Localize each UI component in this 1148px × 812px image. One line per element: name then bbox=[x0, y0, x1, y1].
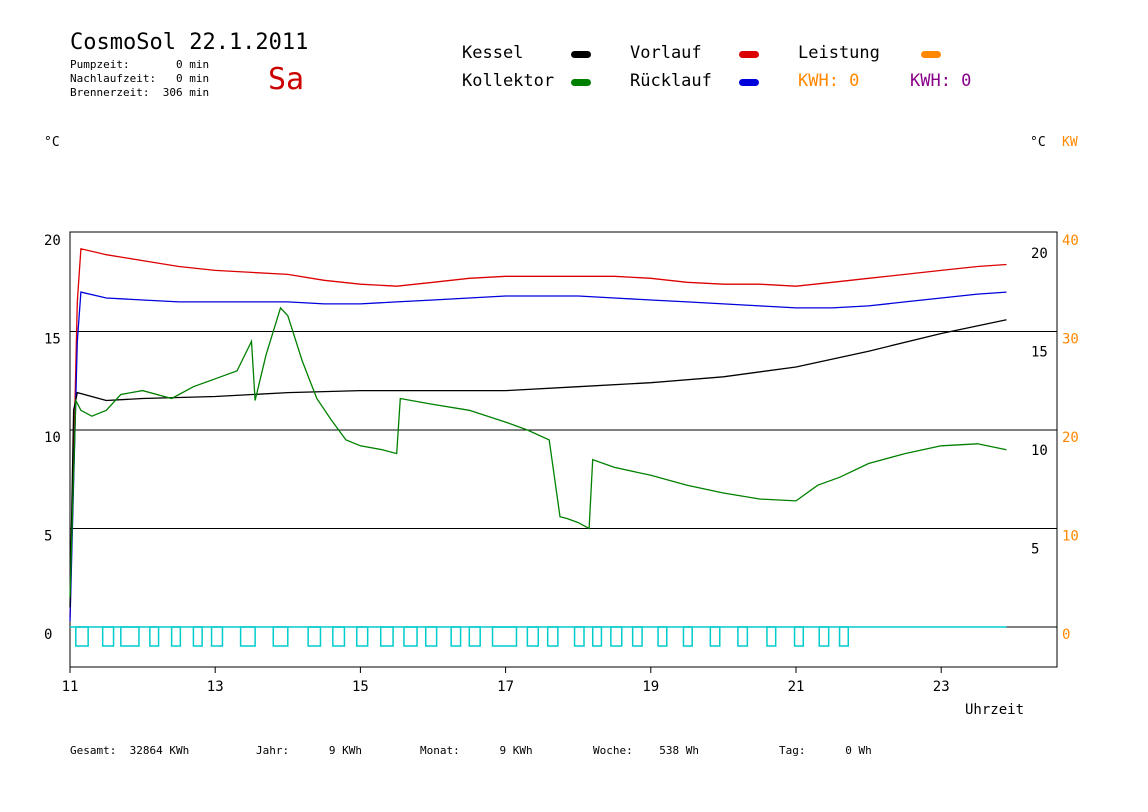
pump-pulse bbox=[356, 626, 369, 647]
x-tick-label: 15 bbox=[352, 679, 369, 695]
pump-pulse bbox=[272, 626, 289, 647]
pump-pulse bbox=[120, 626, 140, 647]
y-tick-label-left: 5 bbox=[44, 529, 52, 545]
x-axis-label: Uhrzeit bbox=[965, 702, 1025, 718]
y-tick-label-left: 15 bbox=[44, 332, 61, 348]
footer-monat: Monat: 9 KWh bbox=[420, 744, 533, 757]
pump-pulse bbox=[818, 626, 830, 647]
legend-kollektor-label: Kollektor bbox=[462, 71, 555, 91]
y-tick-label-right: 10 bbox=[1031, 443, 1048, 459]
pump-pulse bbox=[766, 626, 777, 647]
series-line-kessel bbox=[69, 319, 1007, 608]
y-tick-label-kw: 0 bbox=[1062, 627, 1070, 643]
series-line-rcklauf bbox=[69, 291, 1007, 622]
pump-pulse bbox=[424, 626, 438, 647]
pump-pulse bbox=[332, 626, 346, 647]
y-axis-kw-unit: KW bbox=[1062, 135, 1078, 150]
x-tick-label: 19 bbox=[642, 679, 659, 695]
legend-kwh-orange: KWH: 0 bbox=[798, 71, 860, 91]
y-tick-label-kw: 30 bbox=[1062, 332, 1079, 348]
footer-woche: Woche: 538 Wh bbox=[593, 744, 699, 757]
legend-kessel-label: Kessel bbox=[462, 43, 524, 63]
pump-pulse bbox=[75, 626, 89, 647]
x-tick-label: 11 bbox=[62, 679, 79, 695]
pump-pulse bbox=[793, 626, 805, 647]
pump-pulse bbox=[192, 626, 203, 647]
x-tick-label: 17 bbox=[497, 679, 514, 695]
pump-pulse bbox=[737, 626, 749, 647]
pump-pulse bbox=[610, 626, 623, 647]
y-tick-label-left: 0 bbox=[44, 627, 52, 643]
legend-leistung-label: Leistung bbox=[798, 43, 880, 63]
pump-pulse bbox=[170, 626, 182, 647]
y-tick-label-right: 15 bbox=[1031, 345, 1048, 361]
pump-pulse bbox=[657, 626, 668, 647]
legend-kollektor-swatch bbox=[571, 79, 591, 86]
legend-leistung-swatch bbox=[921, 51, 941, 58]
series-line-kollektor bbox=[69, 306, 1007, 598]
pump-pulse bbox=[379, 626, 394, 647]
pump-pulse bbox=[149, 626, 160, 647]
pump-pulse bbox=[591, 626, 603, 647]
pump-pulse bbox=[546, 626, 559, 647]
x-tick-label: 21 bbox=[788, 679, 805, 695]
y-tick-label-kw: 10 bbox=[1062, 529, 1079, 545]
legend-kwh-purple: KWH: 0 bbox=[910, 71, 972, 91]
pump-pulse bbox=[631, 626, 643, 647]
legend-vorlauf-swatch bbox=[739, 51, 759, 58]
x-tick-label: 23 bbox=[933, 679, 950, 695]
y-axis-left-unit: °C bbox=[44, 135, 60, 150]
legend-kessel-swatch bbox=[571, 51, 591, 58]
y-tick-label-right: 5 bbox=[1031, 542, 1039, 558]
y-tick-label-left: 20 bbox=[44, 233, 61, 249]
legend-vorlauf-label: Vorlauf bbox=[630, 43, 702, 63]
chart-title: CosmoSol 22.1.2011 bbox=[70, 30, 309, 55]
pump-pulse bbox=[239, 626, 256, 647]
brennerzeit-label: Brennerzeit: 306 min bbox=[70, 86, 210, 99]
nachlaufzeit-label: Nachlaufzeit: 0 min bbox=[70, 72, 210, 85]
y-axis-right-unit: °C bbox=[1030, 135, 1046, 150]
y-tick-label-right: 20 bbox=[1031, 246, 1048, 262]
series-line-vorlauf bbox=[69, 247, 1007, 618]
pump-pulse bbox=[450, 626, 462, 647]
pump-pulse bbox=[491, 626, 518, 647]
footer-jahr: Jahr: 9 KWh bbox=[256, 744, 362, 757]
pumpzeit-label: Pumpzeit: 0 min bbox=[70, 58, 210, 71]
pump-pulse bbox=[468, 626, 481, 647]
pump-pulse bbox=[526, 626, 540, 647]
footer-tag: Tag: 0 Wh bbox=[779, 744, 872, 757]
pump-pulse bbox=[307, 626, 322, 647]
pump-pulse bbox=[709, 626, 721, 647]
pump-pulse bbox=[682, 626, 693, 647]
x-tick-label: 13 bbox=[207, 679, 224, 695]
pump-pulse bbox=[210, 626, 224, 647]
pump-pulse bbox=[838, 626, 850, 647]
y-tick-label-kw: 20 bbox=[1062, 430, 1079, 446]
pump-pulse bbox=[403, 626, 418, 647]
legend-ruecklauf-swatch bbox=[739, 79, 759, 86]
weekday-label: Sa bbox=[268, 62, 305, 97]
legend-ruecklauf-label: Rücklauf bbox=[630, 71, 712, 91]
y-tick-label-kw: 40 bbox=[1062, 233, 1079, 249]
plot-frame bbox=[69, 231, 1058, 668]
pump-pulse bbox=[573, 626, 585, 647]
y-tick-label-left: 10 bbox=[44, 430, 61, 446]
pump-pulse bbox=[101, 626, 115, 647]
footer-gesamt: Gesamt: 32864 KWh bbox=[70, 744, 190, 757]
